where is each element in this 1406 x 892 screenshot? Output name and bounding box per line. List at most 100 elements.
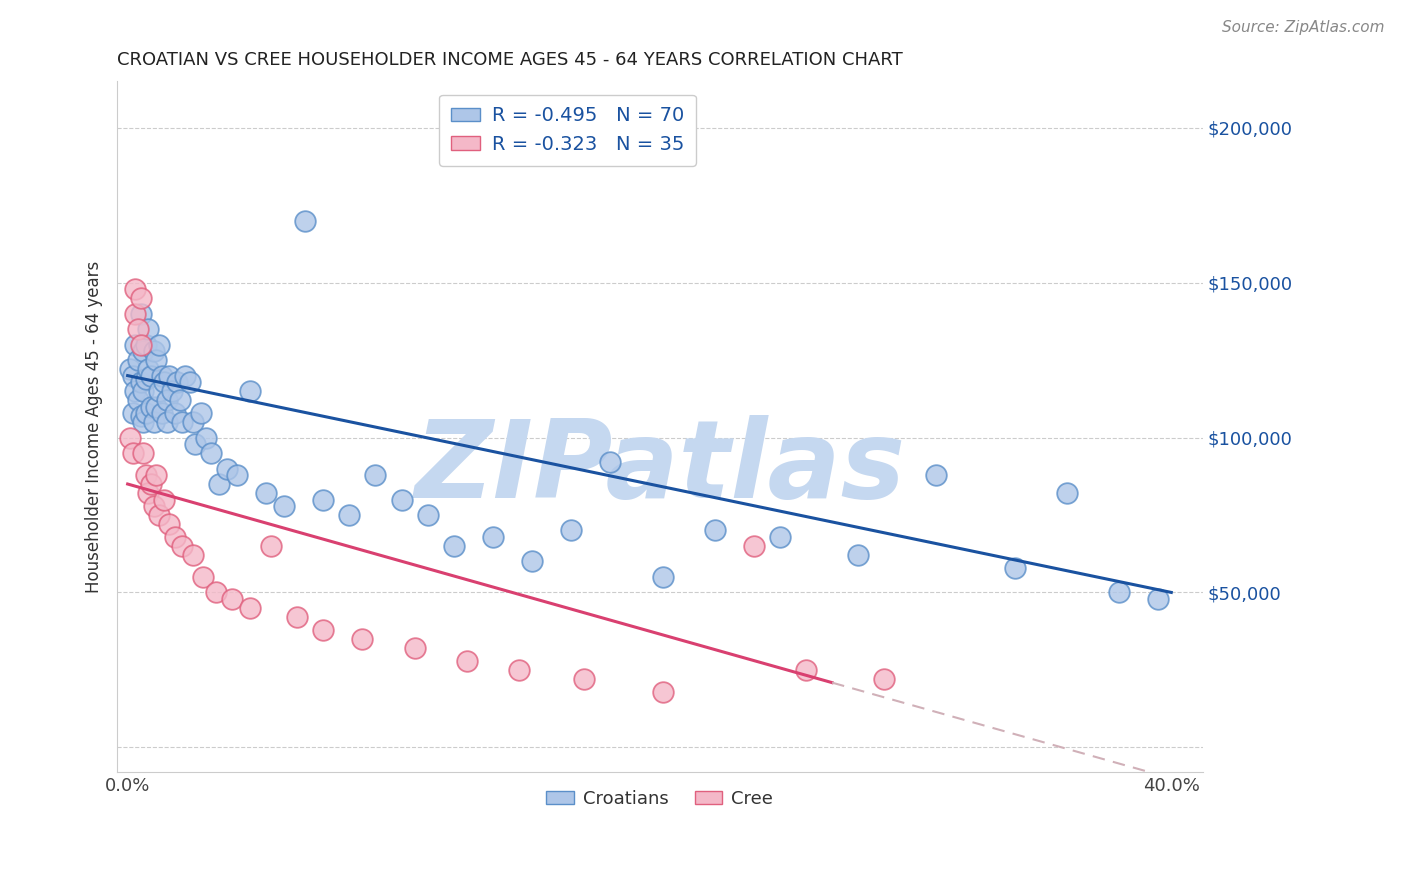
Text: Source: ZipAtlas.com: Source: ZipAtlas.com bbox=[1222, 20, 1385, 35]
Point bbox=[127, 353, 149, 368]
Point bbox=[239, 601, 262, 615]
Point bbox=[520, 554, 543, 568]
Point bbox=[703, 524, 725, 538]
Point bbox=[120, 362, 142, 376]
Point bbox=[132, 415, 155, 429]
Text: ZIPatlas: ZIPatlas bbox=[415, 415, 905, 521]
Point bbox=[142, 499, 165, 513]
Point bbox=[138, 362, 160, 376]
Point bbox=[157, 368, 180, 383]
Point bbox=[193, 570, 215, 584]
Point bbox=[190, 406, 212, 420]
Point bbox=[148, 337, 170, 351]
Point bbox=[1147, 591, 1170, 606]
Point bbox=[404, 641, 426, 656]
Point bbox=[221, 591, 243, 606]
Point bbox=[200, 446, 222, 460]
Point bbox=[121, 368, 143, 383]
Point bbox=[132, 343, 155, 358]
Point bbox=[156, 415, 179, 429]
Point bbox=[599, 455, 621, 469]
Point bbox=[132, 446, 155, 460]
Point bbox=[148, 508, 170, 522]
Point bbox=[181, 415, 204, 429]
Point bbox=[208, 477, 231, 491]
Point bbox=[443, 539, 465, 553]
Point bbox=[139, 477, 162, 491]
Point bbox=[139, 368, 162, 383]
Point bbox=[132, 384, 155, 398]
Point bbox=[846, 548, 869, 562]
Point bbox=[148, 384, 170, 398]
Point bbox=[391, 492, 413, 507]
Point bbox=[651, 684, 673, 698]
Point bbox=[129, 409, 152, 423]
Point bbox=[120, 431, 142, 445]
Point bbox=[508, 663, 530, 677]
Point bbox=[129, 291, 152, 305]
Point bbox=[254, 486, 277, 500]
Point bbox=[873, 672, 896, 686]
Point bbox=[352, 632, 374, 646]
Point bbox=[294, 213, 316, 227]
Point bbox=[142, 343, 165, 358]
Point bbox=[194, 431, 217, 445]
Point bbox=[174, 368, 197, 383]
Point bbox=[416, 508, 439, 522]
Point bbox=[160, 384, 183, 398]
Point bbox=[138, 322, 160, 336]
Point bbox=[145, 467, 167, 482]
Point bbox=[124, 307, 146, 321]
Point bbox=[172, 415, 194, 429]
Point bbox=[172, 539, 194, 553]
Point bbox=[129, 375, 152, 389]
Point bbox=[138, 486, 160, 500]
Point bbox=[145, 353, 167, 368]
Point bbox=[129, 337, 152, 351]
Point bbox=[239, 384, 262, 398]
Legend: Croatians, Cree: Croatians, Cree bbox=[540, 782, 780, 815]
Point bbox=[153, 375, 176, 389]
Point bbox=[364, 467, 387, 482]
Point bbox=[127, 322, 149, 336]
Point bbox=[226, 467, 249, 482]
Point bbox=[163, 406, 186, 420]
Point bbox=[181, 548, 204, 562]
Point bbox=[184, 436, 207, 450]
Point bbox=[153, 492, 176, 507]
Point bbox=[150, 368, 173, 383]
Point bbox=[339, 508, 361, 522]
Point bbox=[260, 539, 283, 553]
Point bbox=[169, 393, 191, 408]
Point bbox=[312, 623, 335, 637]
Point bbox=[124, 282, 146, 296]
Point bbox=[124, 337, 146, 351]
Point bbox=[139, 400, 162, 414]
Point bbox=[1056, 486, 1078, 500]
Y-axis label: Householder Income Ages 45 - 64 years: Householder Income Ages 45 - 64 years bbox=[86, 260, 103, 593]
Point bbox=[215, 461, 238, 475]
Point bbox=[285, 610, 308, 624]
Point bbox=[135, 467, 157, 482]
Point bbox=[121, 406, 143, 420]
Point bbox=[135, 337, 157, 351]
Point bbox=[1108, 585, 1130, 599]
Point bbox=[129, 307, 152, 321]
Point bbox=[121, 446, 143, 460]
Point bbox=[560, 524, 582, 538]
Point bbox=[482, 530, 505, 544]
Point bbox=[145, 400, 167, 414]
Point bbox=[794, 663, 817, 677]
Point bbox=[769, 530, 792, 544]
Point bbox=[179, 375, 201, 389]
Point bbox=[205, 585, 228, 599]
Point bbox=[456, 654, 478, 668]
Point bbox=[925, 467, 948, 482]
Point bbox=[124, 384, 146, 398]
Point bbox=[166, 375, 188, 389]
Point bbox=[312, 492, 335, 507]
Text: CROATIAN VS CREE HOUSEHOLDER INCOME AGES 45 - 64 YEARS CORRELATION CHART: CROATIAN VS CREE HOUSEHOLDER INCOME AGES… bbox=[117, 51, 903, 69]
Point bbox=[150, 406, 173, 420]
Point bbox=[135, 406, 157, 420]
Point bbox=[742, 539, 765, 553]
